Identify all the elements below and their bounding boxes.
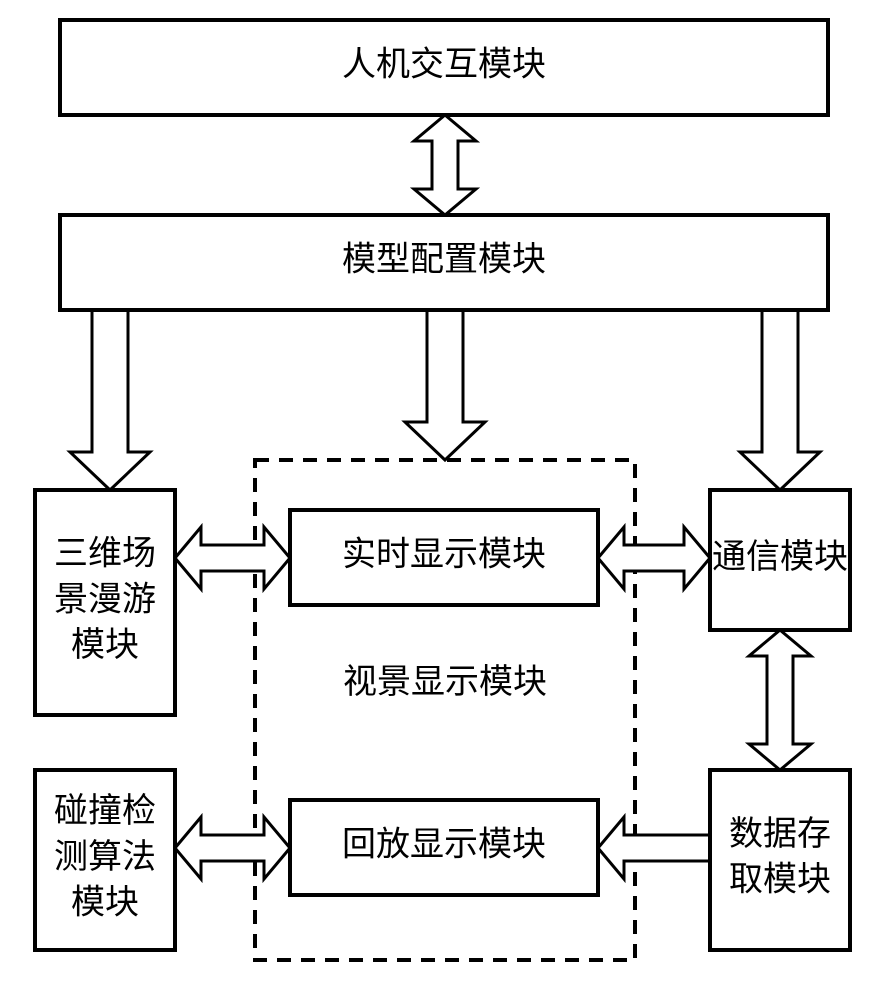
model-config-module-label: 模型配置模块: [342, 240, 546, 278]
arrow-realtime-comm: [598, 527, 710, 589]
scene-display-label: 视景显示模块: [343, 663, 547, 701]
arrow-model-roam: [70, 310, 150, 490]
arrow-store-playback: [598, 817, 710, 879]
hmi-module-label: 人机交互模块: [342, 45, 546, 83]
data-store-module: [710, 770, 850, 950]
scene-roam-module-label: 模块: [71, 626, 139, 664]
data-store-module-label: 数据存: [729, 815, 831, 853]
arrow-collide-playback: [175, 817, 290, 879]
scene-roam-module-label: 景漫游: [54, 580, 156, 618]
realtime-display-module-label: 实时显示模块: [342, 535, 546, 573]
arrow-hmi-model: [414, 115, 476, 215]
data-store-module-label: 取模块: [729, 861, 831, 899]
arrow-model-comm: [740, 310, 820, 490]
scene-roam-module-label: 三维场: [54, 534, 156, 572]
comm-module-label: 通信模块: [712, 538, 848, 576]
collision-module-label: 碰撞检: [54, 792, 156, 830]
collision-module-label: 测算法: [54, 838, 156, 876]
arrow-roam-realtime: [175, 527, 290, 589]
arrow-model-dashed: [405, 310, 485, 460]
arrow-comm-store: [749, 630, 811, 770]
playback-display-module-label: 回放显示模块: [342, 825, 546, 863]
collision-module-label: 模块: [71, 884, 139, 922]
